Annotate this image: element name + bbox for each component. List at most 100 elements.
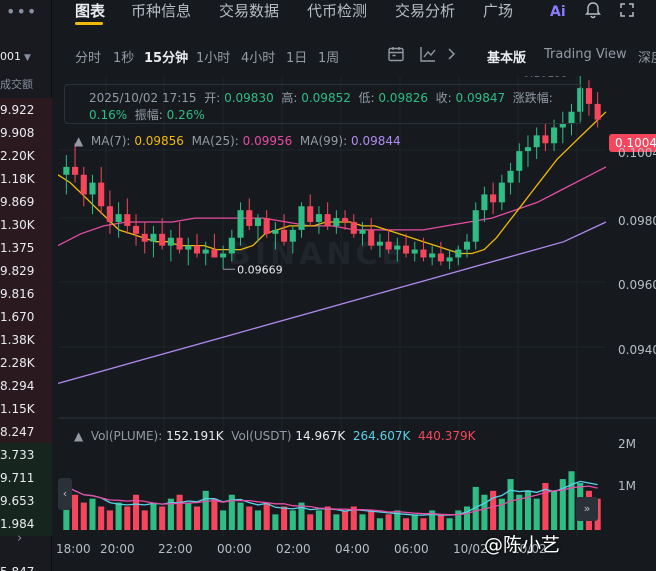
candle — [185, 237, 192, 266]
bell-icon[interactable] — [584, 1, 602, 23]
tab-token-info[interactable]: 币种信息 — [131, 2, 192, 20]
market-row[interactable]: 9.922 — [0, 98, 52, 122]
candle — [106, 190, 113, 234]
volume-bar — [429, 510, 436, 530]
volume-legend[interactable]: ▲ Vol(PLUME): 152.191K Vol(USDT) 14.967K… — [74, 429, 476, 443]
vol-ma10-line — [66, 485, 598, 516]
vol-settings-caret[interactable]: ▲ — [74, 429, 84, 443]
interval-1h[interactable]: 1小时 — [196, 51, 231, 66]
volume-bar — [533, 498, 540, 530]
volume-bar — [298, 502, 305, 530]
active-tab-indicator — [75, 22, 103, 25]
tab-trading-data[interactable]: 交易数据 — [219, 2, 280, 20]
market-row[interactable]: 3.733 — [0, 443, 52, 467]
market-row[interactable]: 1.38K — [0, 328, 52, 352]
candle — [420, 237, 427, 262]
market-row[interactable]: 1.375 — [0, 236, 52, 260]
candle — [594, 92, 601, 128]
open-value: 0.09830 — [224, 91, 274, 105]
market-row[interactable]: 8.247 — [0, 420, 52, 444]
volume-bar — [272, 514, 279, 530]
market-row[interactable]: 1.30K — [0, 213, 52, 237]
view-tradingview[interactable]: Trading View — [544, 47, 627, 62]
vol-ma2-value: 440.379K — [418, 429, 476, 443]
expand-icon[interactable] — [618, 1, 636, 23]
low-value: 0.09826 — [378, 91, 428, 105]
market-row[interactable]: 8.294 — [0, 374, 52, 398]
market-row[interactable]: 1.18K — [0, 167, 52, 191]
ai-icon[interactable]: Ai — [549, 1, 569, 23]
pair-selector[interactable]: 001 ▼ — [0, 50, 31, 63]
ma7-line — [58, 111, 607, 255]
market-row[interactable]: 9.908 — [0, 121, 52, 145]
interval-timeline[interactable]: 分时 — [75, 51, 102, 66]
interval-1s[interactable]: 1秒 — [113, 51, 135, 66]
market-row[interactable]: 9.653 — [0, 489, 52, 513]
chart-area[interactable]: BINANCE 0.101590.09669 2025/10/02 17:15 … — [56, 76, 656, 571]
tab-chart[interactable]: 图表 — [75, 2, 106, 20]
volume-bar — [394, 510, 401, 530]
volume-bar — [437, 514, 444, 530]
scroll-right-button[interactable]: » — [576, 497, 598, 521]
calendar-icon[interactable] — [387, 45, 405, 67]
candle — [228, 229, 235, 262]
view-basic[interactable]: 基本版 — [487, 51, 527, 66]
market-row[interactable]: 2.20K — [0, 144, 52, 168]
volume-bar — [159, 506, 166, 530]
market-row[interactable]: 5.847 — [0, 560, 52, 571]
volume-bar — [185, 502, 192, 530]
candle — [385, 229, 392, 254]
volume-bar — [463, 506, 471, 530]
interval-1w[interactable]: 1周 — [318, 51, 340, 66]
ma25-line — [58, 166, 607, 247]
kline-chart[interactable]: BINANCE 0.101590.09669 — [58, 76, 656, 571]
market-row[interactable]: 9.869 — [0, 190, 52, 214]
chevron-right-icon[interactable] — [446, 45, 458, 67]
candle — [368, 218, 375, 250]
candle — [585, 80, 592, 116]
collapse-left-button[interactable]: ‹ — [58, 478, 72, 510]
tab-trade-analysis[interactable]: 交易分析 — [395, 2, 456, 20]
ma-legend[interactable]: ▲ MA(7): 0.09856 MA(25): 0.09956 MA(99):… — [74, 134, 401, 148]
tab-square[interactable]: 广场 — [483, 2, 514, 20]
volume-bar — [176, 494, 183, 530]
more-menu-icon[interactable]: ••• — [6, 2, 38, 21]
interval-4h[interactable]: 4小时 — [241, 51, 276, 66]
ma-settings-caret[interactable]: ▲ — [74, 134, 84, 148]
candle — [150, 225, 157, 258]
market-row[interactable]: 2.28K — [0, 351, 52, 375]
volume-bar — [167, 498, 174, 530]
market-row[interactable]: 1.984 — [0, 512, 52, 536]
interval-1d[interactable]: 1日 — [286, 51, 308, 66]
vol-ma1-value: 264.607K — [352, 429, 411, 443]
interval-15m[interactable]: 15分钟 — [144, 51, 189, 66]
candle — [115, 202, 122, 238]
candle — [89, 174, 96, 215]
market-row[interactable]: 9.816 — [0, 282, 52, 306]
candle — [254, 214, 262, 242]
candle — [272, 222, 279, 250]
ma99-label: MA(99): — [299, 134, 348, 148]
candle — [72, 143, 79, 183]
change-value: 0.16% — [89, 108, 128, 122]
column-header-volume[interactable]: 成交额 — [0, 78, 33, 91]
time-tick: 02:00 — [276, 542, 311, 556]
market-row[interactable]: 1.15K — [0, 397, 52, 421]
market-row[interactable]: 9.711 — [0, 466, 52, 490]
view-depth[interactable]: 深度 — [638, 51, 656, 66]
indicator-icon[interactable] — [419, 45, 437, 67]
volume-bar — [307, 514, 314, 530]
market-row[interactable]: 9.829 — [0, 259, 52, 283]
candle — [333, 210, 340, 234]
tab-token-check[interactable]: 代币检测 — [307, 2, 368, 20]
time-tick: 22:00 — [158, 542, 193, 556]
close-label: 收: — [435, 91, 452, 105]
market-row[interactable]: 1.670 — [0, 305, 52, 329]
time-tick: 20:00 — [100, 542, 135, 556]
volume-bar — [524, 490, 532, 530]
price-tick: 0.0940 — [618, 343, 656, 357]
vol-usdt-value: 14.967K — [295, 429, 346, 443]
vol-value: 152.191K — [166, 429, 224, 443]
volume-bar — [115, 502, 122, 530]
chevron-right-icon[interactable]: › — [17, 531, 23, 546]
